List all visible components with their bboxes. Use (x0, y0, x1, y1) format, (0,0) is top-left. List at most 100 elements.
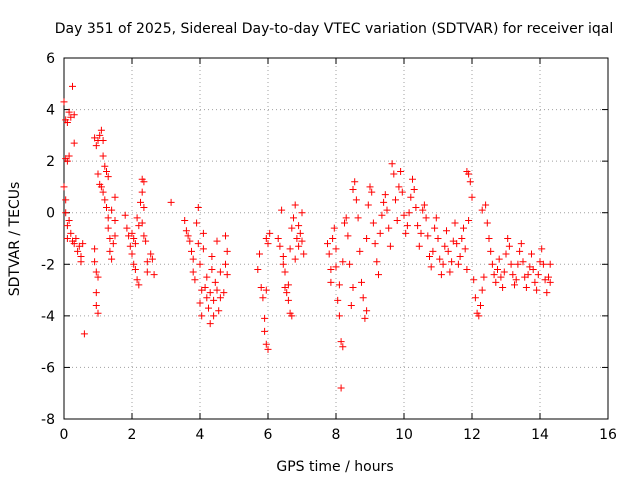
data-point (509, 271, 517, 279)
data-point (487, 247, 495, 255)
data-point (465, 170, 473, 178)
x-tick-label: 2 (128, 427, 137, 443)
data-point (143, 258, 151, 266)
data-point (104, 214, 112, 222)
data-point (500, 268, 508, 276)
data-point (466, 178, 474, 186)
data-point (196, 260, 204, 268)
data-point (381, 191, 389, 199)
data-point (109, 240, 117, 248)
data-point (437, 271, 445, 279)
data-point (111, 232, 119, 240)
y-axis-tick-labels: -8 -6 -4 -2 0 2 4 6 (41, 51, 55, 428)
data-point (378, 211, 386, 219)
y-tick-label: 2 (46, 154, 55, 170)
chart-title: Day 351 of 2025, Sidereal Day-to-day VTE… (55, 21, 613, 37)
data-point (206, 289, 214, 297)
data-point (91, 258, 99, 266)
data-point (492, 278, 500, 286)
data-point (274, 235, 282, 242)
data-point (395, 183, 403, 191)
data-point (222, 232, 229, 240)
data-point (524, 271, 532, 279)
data-point (344, 232, 352, 240)
data-point (216, 268, 224, 276)
data-point (92, 302, 100, 310)
data-point (262, 235, 270, 242)
data-point (495, 255, 503, 263)
data-point (186, 237, 194, 245)
data-point (436, 255, 444, 263)
data-point (70, 139, 78, 147)
data-point (432, 214, 440, 222)
data-point (539, 260, 547, 268)
data-point (325, 250, 333, 258)
data-point (104, 173, 112, 181)
data-point (458, 235, 466, 242)
data-point (405, 209, 413, 217)
data-point (199, 245, 207, 253)
data-point (77, 258, 85, 266)
data-point (210, 312, 218, 320)
data-point (505, 242, 513, 250)
data-point (424, 232, 432, 240)
data-point (295, 242, 303, 250)
data-point (131, 265, 139, 273)
data-point (79, 240, 87, 248)
data-point (284, 281, 292, 289)
data-point (199, 229, 207, 237)
data-point (327, 278, 335, 286)
data-point (371, 240, 379, 248)
data-point (222, 260, 229, 268)
data-point (206, 320, 214, 328)
data-point (359, 294, 367, 302)
data-point (485, 235, 493, 242)
data-point (400, 211, 408, 219)
data-point (131, 240, 139, 248)
data-point (480, 273, 488, 281)
x-axis-title: GPS time / hours (276, 459, 393, 475)
data-point (140, 178, 148, 186)
data-point (451, 219, 459, 227)
data-point (103, 167, 110, 175)
x-tick-label: 12 (463, 427, 481, 443)
data-point (512, 276, 520, 284)
data-point (337, 384, 345, 392)
data-point (426, 253, 433, 261)
data-point (284, 296, 292, 304)
data-point (514, 260, 522, 268)
data-point (504, 235, 512, 242)
data-point (298, 237, 306, 245)
data-point (390, 170, 398, 178)
data-point (194, 240, 202, 248)
data-point (483, 219, 491, 227)
data-point (335, 281, 343, 289)
data-point (215, 307, 223, 315)
data-point (261, 314, 269, 322)
data-point (103, 204, 110, 212)
data-point (522, 283, 530, 291)
data-point (543, 289, 551, 297)
data-point (290, 214, 297, 222)
data-point (140, 232, 148, 240)
data-point (429, 247, 437, 255)
data-point (347, 302, 355, 310)
y-tick-label: -2 (41, 257, 55, 273)
data-point (65, 216, 73, 224)
data-point (470, 276, 478, 284)
data-point (300, 250, 308, 258)
data-point (99, 137, 107, 145)
data-point (189, 268, 197, 276)
data-point (412, 204, 420, 212)
data-point (128, 250, 136, 258)
data-point (96, 131, 104, 139)
data-point (264, 345, 272, 353)
data-point (201, 283, 209, 291)
data-point (286, 245, 294, 253)
data-point (545, 273, 552, 281)
data-point (62, 196, 70, 204)
data-point (517, 240, 525, 248)
data-point (130, 235, 138, 242)
data-point (531, 278, 539, 286)
